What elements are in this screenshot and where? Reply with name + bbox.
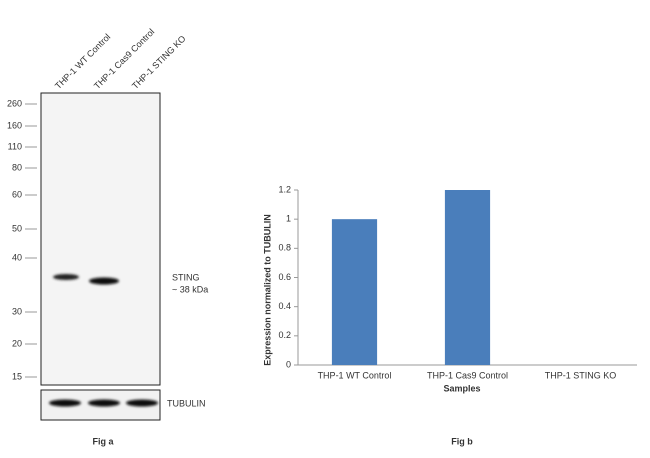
y-tick-label: 0.8	[278, 243, 291, 253]
loading-control-label: TUBULIN	[167, 398, 206, 408]
y-tick-label: 0.2	[278, 330, 291, 340]
y-tick-label: 0.6	[278, 272, 291, 282]
x-tick-label: THP-1 WT Control	[318, 370, 392, 380]
y-tick-label: 1	[286, 214, 291, 224]
caption: Fig a	[92, 436, 114, 446]
y-tick-label: 0.4	[278, 301, 291, 311]
marker-label: 15	[12, 371, 22, 381]
x-tick-label: THP-1 Cas9 Control	[427, 370, 508, 380]
x-axis-title: Samples	[443, 383, 480, 393]
tubulin-band	[126, 399, 158, 407]
y-tick-label: 1.2	[278, 184, 291, 194]
marker-label: 110	[8, 141, 22, 151]
bar	[444, 190, 491, 365]
marker-label: 60	[12, 189, 22, 199]
x-tick-label: THP-1 STING KO	[545, 370, 617, 380]
marker-label: 20	[12, 338, 22, 348]
marker-label: 80	[12, 162, 22, 172]
tubulin-band	[88, 399, 120, 407]
band-size: ~ 38 kDa	[172, 284, 208, 294]
y-axis-title: Expression normalized to TUBULIN	[262, 214, 272, 366]
marker-label: 260	[7, 98, 22, 108]
marker-label: 30	[12, 306, 22, 316]
tubulin-band	[49, 399, 81, 407]
blot-panel	[40, 92, 161, 386]
y-tick-label: 0	[286, 359, 291, 369]
marker-label: 40	[12, 252, 22, 262]
sting-band	[89, 277, 119, 285]
marker-label: 160	[7, 120, 22, 130]
band-label: STING	[172, 272, 200, 282]
bar	[331, 219, 378, 365]
marker-label: 50	[12, 223, 22, 233]
caption: Fig b	[451, 436, 473, 446]
sting-band	[53, 274, 79, 280]
